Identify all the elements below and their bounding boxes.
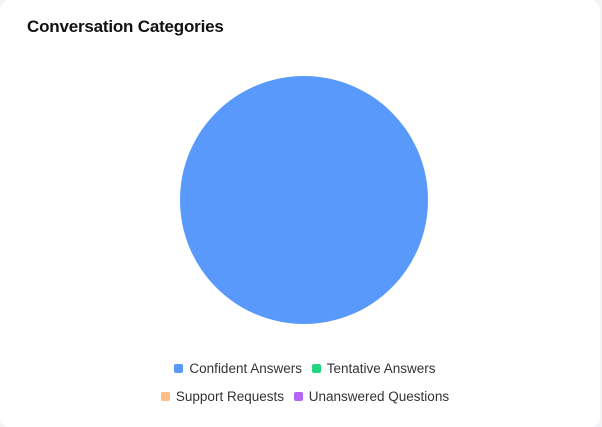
legend-item-support-requests[interactable]: Support Requests: [160, 389, 284, 404]
legend-label: Confident Answers: [189, 361, 302, 376]
legend-swatch: [311, 364, 321, 373]
pie-slices: [180, 76, 428, 324]
legend-label: Support Requests: [175, 389, 284, 404]
legend-row: Support Requests Unanswered Questions: [0, 389, 602, 404]
legend-item-unanswered-questions[interactable]: Unanswered Questions: [293, 389, 450, 404]
legend-item-tentative-answers[interactable]: Tentative Answers: [311, 361, 436, 376]
legend-row: Confident Answers Tentative Answers: [0, 361, 602, 376]
legend-label: Tentative Answers: [326, 361, 436, 376]
legend-swatch: [293, 392, 303, 401]
legend-swatch: [174, 364, 184, 373]
card-title: Conversation Categories: [27, 17, 224, 36]
legend-label: Unanswered Questions: [308, 389, 450, 404]
legend-swatch: [160, 392, 170, 401]
legend-item-confident-answers[interactable]: Confident Answers: [174, 361, 302, 376]
pie-slice-confident-answers[interactable]: [180, 76, 428, 324]
